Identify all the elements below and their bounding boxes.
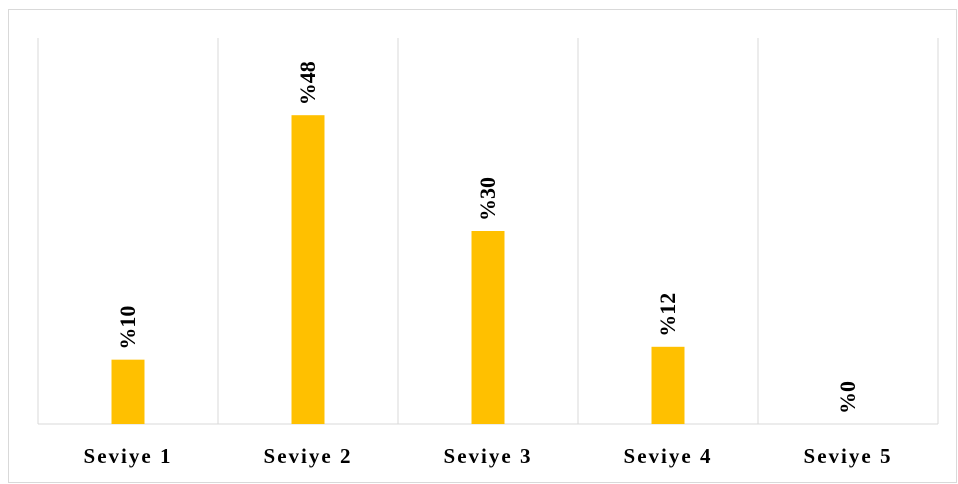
x-tick-label-5: Seviye 5 bbox=[804, 444, 893, 468]
data-label-4: %12 bbox=[655, 293, 680, 337]
bars bbox=[111, 115, 685, 424]
x-tick-label-2: Seviye 2 bbox=[264, 444, 353, 468]
bar-2 bbox=[291, 115, 325, 424]
x-tick-label-3: Seviye 3 bbox=[444, 444, 533, 468]
x-tick-label-1: Seviye 1 bbox=[84, 444, 173, 468]
data-label-3: %30 bbox=[475, 177, 500, 221]
data-label-5: %0 bbox=[835, 381, 860, 414]
data-labels: %10 %48 %30 %12 %0 bbox=[115, 61, 860, 414]
bar-3 bbox=[471, 231, 505, 424]
bar-1 bbox=[111, 359, 145, 424]
data-label-2: %48 bbox=[295, 61, 320, 105]
bar-4 bbox=[651, 346, 685, 424]
x-tick-label-4: Seviye 4 bbox=[624, 444, 713, 468]
x-tick-labels: Seviye 1 Seviye 2 Seviye 3 Seviye 4 Seviye 5 bbox=[84, 444, 893, 468]
data-label-1: %10 bbox=[115, 306, 140, 350]
